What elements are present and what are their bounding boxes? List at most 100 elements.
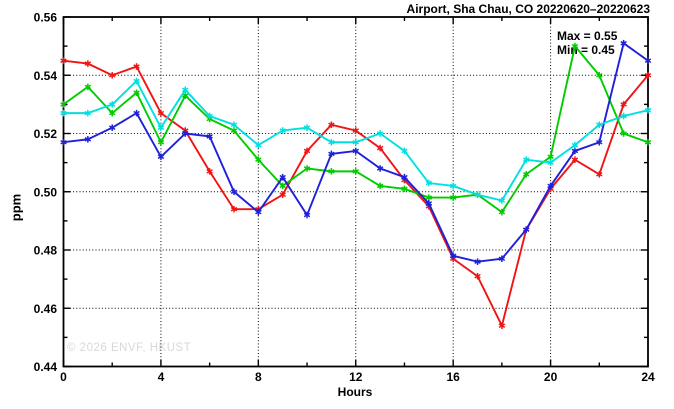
red-series-marker: [620, 102, 627, 107]
green-series-marker: [449, 195, 457, 200]
green-series-marker: [84, 84, 92, 90]
cyan-series-marker: [401, 148, 408, 154]
y-tick-label: 0.56: [34, 11, 58, 25]
red-series-marker: [352, 128, 359, 133]
blue-series-marker: [108, 125, 116, 130]
cyan-series-marker: [547, 160, 554, 165]
cyan-series-marker: [522, 157, 530, 163]
series-red-series: [60, 57, 652, 330]
legend-min: Min = 0.45: [557, 43, 615, 57]
red-series-marker: [108, 72, 116, 78]
x-axis-label: Hours: [337, 385, 373, 399]
blue-series-marker: [352, 148, 359, 154]
cyan-series-marker: [328, 139, 335, 145]
plot-border: [62, 16, 649, 368]
cyan-series-marker: [255, 142, 262, 148]
green-series-marker: [255, 157, 262, 163]
red-series-marker: [157, 110, 165, 116]
blue-series-marker: [133, 110, 140, 116]
green-series-marker: [425, 195, 433, 200]
green-series-marker: [620, 131, 627, 136]
red-series-marker: [60, 58, 67, 63]
cyan-series-marker: [425, 180, 433, 186]
blue-series-marker: [279, 174, 286, 180]
red-series-marker: [84, 61, 92, 66]
x-tick-label: 0: [60, 370, 67, 384]
blue-series-marker: [547, 183, 554, 189]
cyan-series-marker: [303, 125, 311, 130]
blue-series-marker: [230, 189, 238, 195]
cyan-series-marker: [279, 128, 286, 133]
blue-series-marker: [522, 227, 530, 232]
red-series-marker: [474, 273, 481, 279]
green-series-marker: [644, 139, 652, 145]
cyan-series-marker: [571, 142, 579, 148]
watermark: © 2026 ENVF, HKUST: [67, 342, 192, 354]
green-series-marker: [182, 93, 189, 98]
red-series-marker: [206, 169, 213, 174]
red-series-marker: [376, 145, 384, 151]
blue-series-marker: [644, 58, 652, 63]
blue-series-marker: [620, 40, 627, 46]
cyan-series-marker: [84, 110, 92, 116]
cyan-series-marker: [182, 87, 189, 93]
chart-title: Airport, Sha Chau, CO 20220620–20220623: [406, 2, 650, 16]
green-series-marker: [279, 183, 286, 189]
green-series-marker: [498, 209, 506, 215]
red-series-marker: [133, 64, 140, 69]
green-series-marker: [352, 169, 359, 174]
cyan-series-marker: [498, 198, 506, 203]
green-series-marker: [60, 102, 67, 107]
blue-series-marker: [571, 148, 579, 154]
red-series-marker: [230, 206, 238, 212]
red-series-marker: [498, 323, 506, 329]
blue-series-marker: [206, 134, 213, 139]
blue-series-marker: [328, 151, 335, 157]
red-series-marker: [279, 192, 286, 197]
red-series-marker: [644, 72, 652, 78]
blue-series-marker: [401, 174, 408, 180]
cyan-series-marker: [157, 125, 165, 130]
x-tick-label: 20: [544, 370, 558, 384]
blue-series-marker: [474, 259, 481, 264]
y-tick-label: 0.48: [34, 244, 58, 258]
cyan-series-marker: [230, 122, 238, 128]
green-series-marker: [376, 183, 384, 189]
green-series-marker: [133, 90, 140, 96]
green-series-marker: [401, 186, 408, 192]
y-tick-label: 0.50: [34, 185, 58, 199]
y-tick-label: 0.44: [34, 360, 58, 374]
cyan-series-marker: [620, 113, 627, 119]
green-series-marker: [230, 128, 238, 133]
blue-series-marker: [498, 256, 506, 262]
blue-series-marker: [182, 131, 189, 136]
legend: Max = 0.55 Min = 0.45: [557, 29, 617, 57]
blue-series-marker: [255, 209, 262, 215]
cyan-series-marker: [108, 102, 116, 107]
cyan-series-marker: [644, 107, 652, 113]
red-series-marker: [328, 122, 335, 128]
cyan-series-marker: [449, 183, 457, 189]
cyan-series-marker: [376, 131, 384, 136]
cyan-series-marker: [596, 122, 603, 128]
cyan-series-marker: [60, 110, 67, 116]
green-series-marker: [522, 171, 530, 177]
series-blue-series: [60, 39, 652, 265]
blue-series-marker: [303, 212, 311, 218]
x-tick-label: 24: [641, 370, 655, 384]
red-series-marker: [571, 157, 579, 163]
blue-series-marker: [449, 253, 457, 259]
red-series-marker: [303, 148, 311, 154]
series-cyan-series: [60, 77, 652, 204]
cyan-series-marker: [474, 192, 481, 197]
green-series-marker: [328, 169, 335, 174]
blue-series-marker: [596, 139, 603, 145]
green-series-marker: [547, 154, 554, 160]
green-series-marker: [571, 43, 579, 49]
legend-max: Max = 0.55: [557, 29, 618, 43]
blue-series-marker: [60, 139, 67, 145]
x-tick-label: 16: [446, 370, 460, 384]
green-series-marker: [157, 139, 165, 145]
x-tick-label: 4: [158, 370, 165, 384]
